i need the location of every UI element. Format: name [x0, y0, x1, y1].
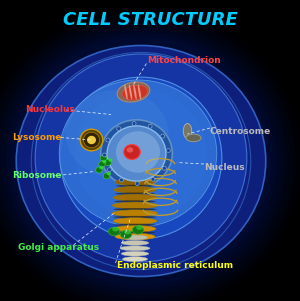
Ellipse shape [65, 90, 169, 178]
Ellipse shape [120, 230, 132, 239]
Ellipse shape [122, 257, 148, 262]
Ellipse shape [102, 160, 106, 163]
Ellipse shape [162, 166, 166, 170]
Ellipse shape [83, 132, 100, 148]
Ellipse shape [148, 124, 152, 128]
Ellipse shape [127, 147, 133, 153]
Ellipse shape [103, 153, 106, 157]
Ellipse shape [80, 129, 103, 151]
Ellipse shape [122, 235, 148, 240]
Ellipse shape [167, 149, 170, 152]
Ellipse shape [121, 240, 149, 245]
Text: Endoplasmic reticulum: Endoplasmic reticulum [117, 262, 233, 271]
Text: Ribosome: Ribosome [12, 172, 61, 181]
Ellipse shape [112, 210, 158, 216]
Text: Nucleolus: Nucleolus [26, 105, 75, 114]
Ellipse shape [99, 166, 104, 169]
Ellipse shape [107, 126, 166, 181]
Ellipse shape [114, 200, 156, 203]
Ellipse shape [59, 80, 217, 227]
Ellipse shape [10, 36, 272, 286]
Ellipse shape [106, 138, 110, 142]
Ellipse shape [112, 202, 158, 209]
Ellipse shape [116, 185, 154, 187]
Ellipse shape [129, 84, 132, 100]
Ellipse shape [121, 251, 149, 256]
Ellipse shape [100, 120, 172, 187]
Ellipse shape [117, 126, 121, 130]
Ellipse shape [124, 84, 128, 100]
Ellipse shape [135, 182, 139, 185]
Ellipse shape [116, 131, 160, 173]
Ellipse shape [113, 194, 157, 201]
Ellipse shape [117, 82, 150, 102]
Ellipse shape [114, 224, 156, 226]
Ellipse shape [60, 77, 222, 239]
Text: CELL STRUCTURE: CELL STRUCTURE [63, 11, 237, 29]
Text: Lysosome: Lysosome [12, 132, 61, 141]
Ellipse shape [115, 233, 155, 240]
Ellipse shape [183, 123, 192, 138]
Ellipse shape [108, 227, 120, 236]
Ellipse shape [105, 160, 111, 166]
Ellipse shape [100, 155, 107, 161]
Ellipse shape [114, 187, 156, 193]
Ellipse shape [16, 45, 266, 277]
Ellipse shape [113, 218, 157, 224]
Ellipse shape [108, 158, 112, 162]
Ellipse shape [122, 85, 148, 100]
Ellipse shape [31, 52, 251, 270]
Ellipse shape [35, 54, 247, 262]
Ellipse shape [103, 173, 110, 179]
Ellipse shape [120, 246, 150, 251]
Ellipse shape [124, 230, 131, 234]
Ellipse shape [87, 136, 96, 144]
Ellipse shape [113, 208, 157, 210]
Ellipse shape [119, 178, 123, 182]
Ellipse shape [99, 161, 105, 167]
Ellipse shape [186, 134, 201, 142]
Ellipse shape [104, 154, 108, 157]
Ellipse shape [5, 32, 277, 290]
Ellipse shape [114, 225, 156, 232]
Ellipse shape [151, 177, 155, 181]
Ellipse shape [107, 168, 111, 172]
Ellipse shape [115, 179, 155, 185]
Ellipse shape [113, 216, 157, 218]
Ellipse shape [112, 227, 119, 231]
Ellipse shape [133, 84, 137, 100]
Ellipse shape [107, 172, 111, 175]
Text: Golgi apparatus: Golgi apparatus [18, 244, 99, 253]
Ellipse shape [132, 122, 136, 126]
Ellipse shape [124, 144, 140, 160]
Ellipse shape [96, 167, 102, 173]
Text: Nucleus: Nucleus [204, 163, 244, 172]
Ellipse shape [132, 226, 144, 234]
Ellipse shape [161, 134, 165, 138]
Text: Mitochondrion: Mitochondrion [147, 56, 221, 65]
Ellipse shape [75, 90, 207, 220]
Ellipse shape [115, 193, 155, 195]
Ellipse shape [136, 225, 143, 230]
Text: Centrosome: Centrosome [210, 126, 271, 135]
Ellipse shape [138, 84, 141, 100]
Ellipse shape [115, 231, 155, 234]
